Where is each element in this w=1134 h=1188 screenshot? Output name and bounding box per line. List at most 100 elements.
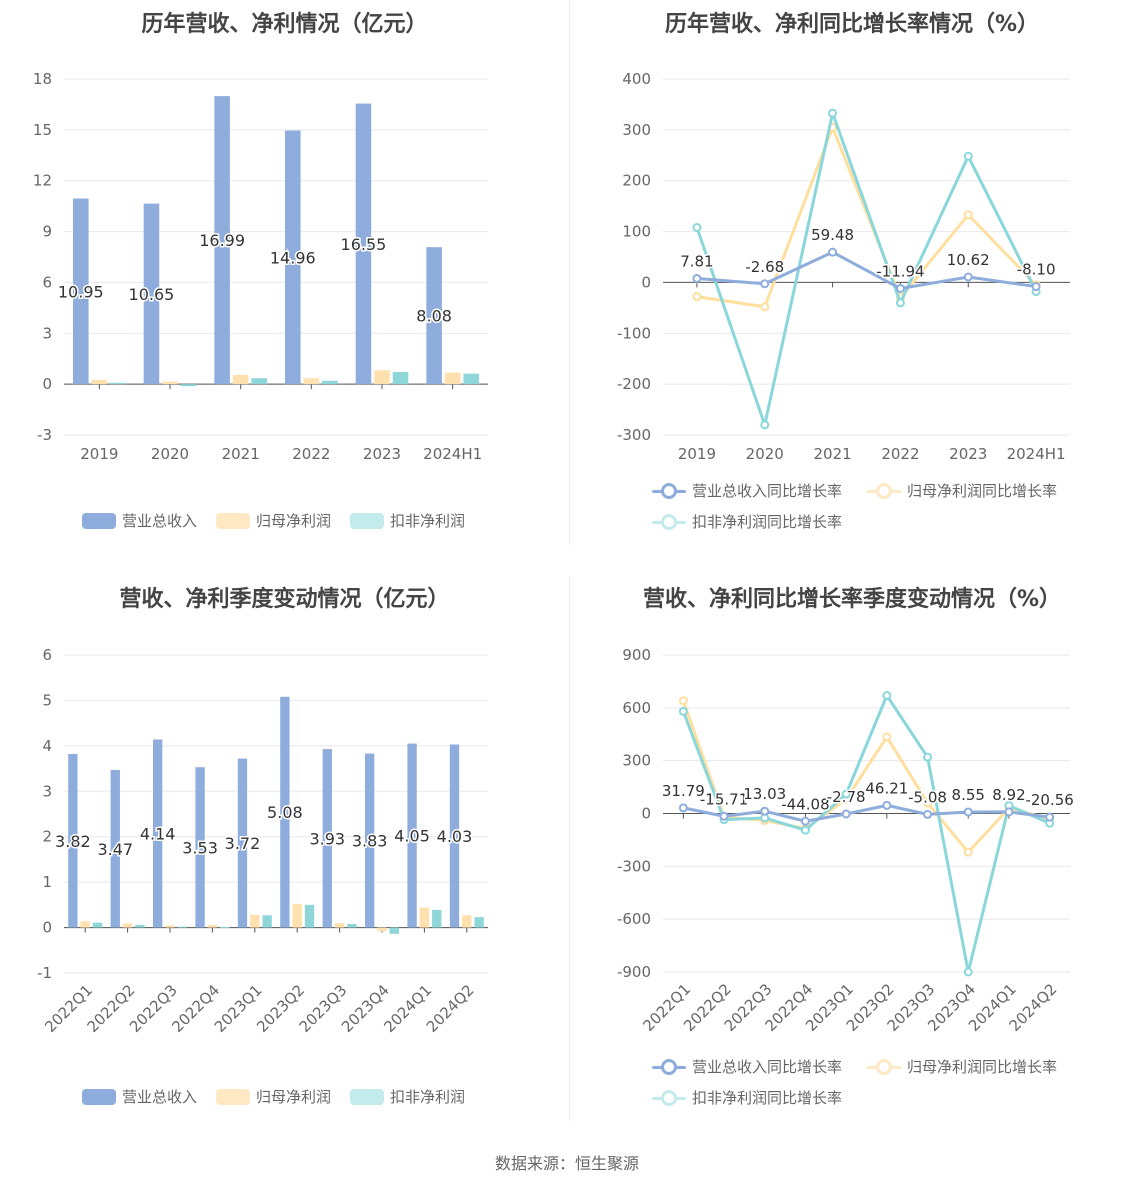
data-point <box>963 210 973 220</box>
legend-item-deducted[interactable]: 扣非净利润 <box>350 510 465 531</box>
data-label: -15.71 <box>700 790 748 808</box>
data-label: -5.08 <box>908 788 947 806</box>
series-line-deducted-growth <box>695 111 1038 427</box>
data-point <box>923 798 933 808</box>
y-tick-label: -300 <box>617 857 651 875</box>
bar-netprofit <box>334 923 345 928</box>
bar-revenue <box>214 96 230 385</box>
bar-deducted <box>180 384 197 387</box>
bar-netprofit <box>292 903 302 928</box>
y-tick-label: -1 <box>37 964 52 982</box>
series-line-deducted-growth <box>681 694 1051 974</box>
y-tick-label: 600 <box>622 699 651 717</box>
bar-netprofit <box>444 372 461 385</box>
data-point <box>1031 282 1041 292</box>
data-point <box>678 706 688 716</box>
annual-bar-chart: 18 15 12 9 6 3 0 -3 2019 2020 2021 2022 2023 2024H1 10… <box>33 70 488 463</box>
data-label: 31.79 <box>662 782 705 800</box>
data-point <box>760 302 770 312</box>
data-point <box>882 732 892 742</box>
data-label: -11.94 <box>876 263 924 281</box>
x-tick-label: 2022 <box>881 445 919 463</box>
bar-deducted <box>135 924 145 928</box>
data-label: 7.81 <box>680 252 713 270</box>
y-tick-label: -200 <box>617 375 651 393</box>
x-tick-label: 2024Q2 <box>423 981 478 1036</box>
legend-item-netprofit[interactable]: 归母净利润 <box>216 1086 331 1107</box>
legend-line-marker <box>652 482 686 499</box>
y-tick-label: 300 <box>622 752 651 770</box>
data-point <box>923 752 933 762</box>
x-tick-label: 2023 <box>949 445 987 463</box>
chart-title: 营收、净利同比增长率季度变动情况（%） <box>642 587 1062 612</box>
legend-label: 归母净利润同比增长率 <box>907 482 1058 500</box>
data-point <box>828 108 838 118</box>
legend-item-netprofit[interactable]: 归母净利润 <box>216 510 331 531</box>
bar-revenue <box>426 247 442 385</box>
bar-revenue <box>355 103 372 385</box>
x-tick-label: 2022 <box>292 445 330 463</box>
y-tick-label: 2 <box>42 828 52 846</box>
y-tick-label: 3 <box>42 324 52 342</box>
bar-revenue <box>449 744 460 928</box>
legend-item-revenue[interactable]: 营业总收入 <box>82 1086 197 1107</box>
legend-label: 扣非净利润 <box>390 512 466 530</box>
bar-revenue <box>407 743 417 928</box>
data-point <box>841 789 851 799</box>
data-label: 3.93 <box>309 829 345 848</box>
bar-deducted <box>322 380 338 385</box>
legend-label: 营业总收入同比增长率 <box>692 1058 843 1076</box>
data-label: 59.48 <box>811 226 854 244</box>
panel-divider <box>569 576 570 1121</box>
quarterly-growth-line-chart: 9006003000-300-600-9002022Q12022Q22022Q3… <box>617 646 1075 1035</box>
bar-revenue <box>322 749 332 928</box>
y-tick-label: 4 <box>42 737 52 755</box>
data-point <box>963 807 973 817</box>
bar-deducted <box>463 373 479 385</box>
bar-revenue <box>73 198 89 385</box>
y-tick-label: 400 <box>622 70 651 88</box>
y-tick-label: 18 <box>33 70 52 88</box>
legend-item-revenue-growth[interactable]: 营业总收入同比增长率 <box>652 480 842 501</box>
x-tick-label: 2020 <box>746 445 784 463</box>
legend-item-revenue-growth[interactable]: 营业总收入同比增长率 <box>652 1056 842 1077</box>
legend-item-netprofit-growth[interactable]: 归母净利润同比增长率 <box>867 480 1057 501</box>
data-label: 4.03 <box>437 827 473 846</box>
annual-revenue-profit-panel: 历年营收、净利情况（亿元） 18 15 12 9 6 3 0 -3 2019 2020 2021 20… <box>0 0 569 560</box>
x-tick-label: 2024H1 <box>423 445 482 463</box>
legend-line-marker <box>867 482 901 499</box>
legend-swatch <box>350 1088 384 1105</box>
y-tick-label: -3 <box>37 426 52 444</box>
legend-item-deducted-growth[interactable]: 扣非净利润同比增长率 <box>652 1087 842 1108</box>
bar-revenue <box>237 758 248 928</box>
data-point <box>1004 807 1014 817</box>
data-label: 8.55 <box>952 786 985 804</box>
bar-netprofit <box>232 374 249 385</box>
bar-deducted <box>432 909 442 928</box>
data-point <box>692 292 702 302</box>
legend-item-netprofit-growth[interactable]: 归母净利润同比增长率 <box>867 1056 1057 1077</box>
legend-item-deducted-growth[interactable]: 扣非净利润同比增长率 <box>652 511 842 532</box>
data-point <box>963 272 973 282</box>
y-tick-label: 0 <box>641 273 651 291</box>
bar-netprofit <box>462 915 472 928</box>
legend-label: 扣非净利润 <box>390 1088 466 1106</box>
legend-item-deducted[interactable]: 扣非净利润 <box>350 1086 465 1107</box>
bar-netprofit <box>419 907 430 928</box>
bar-netprofit <box>377 927 387 932</box>
bar-deducted <box>392 371 409 385</box>
data-label: 13.03 <box>743 785 786 803</box>
y-tick-label: 3 <box>42 782 52 800</box>
data-point <box>800 816 810 826</box>
legend-line-marker <box>652 513 686 530</box>
data-point <box>719 811 729 821</box>
data-point <box>692 273 702 283</box>
y-tick-label: 900 <box>622 646 651 664</box>
legend-swatch <box>82 512 116 529</box>
y-tick-label: 9 <box>42 223 52 241</box>
bar-netprofit <box>122 923 133 928</box>
bar-revenue <box>195 767 205 928</box>
annual-growth-line-chart: 400 300 200 100 0 -100 -200 -300 2019 2020 2021 202… <box>617 70 1070 463</box>
data-point <box>841 809 851 819</box>
legend-item-revenue[interactable]: 营业总收入 <box>82 510 197 531</box>
